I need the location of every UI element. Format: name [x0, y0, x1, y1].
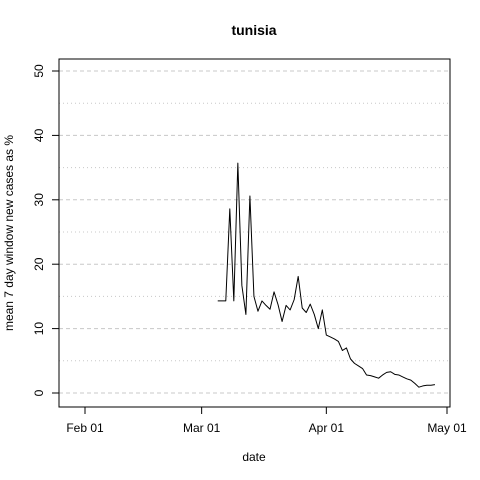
data-point — [398, 374, 399, 375]
x-tick-label: Apr 01 — [309, 421, 345, 435]
data-point — [350, 358, 351, 359]
data-point — [414, 383, 415, 384]
grid-lines — [59, 70, 450, 394]
data-point — [257, 311, 258, 312]
data-point — [286, 305, 287, 306]
data-point — [326, 334, 327, 335]
x-axis: Feb 01 Mar 01 Apr 01 May 01 — [66, 406, 467, 435]
y-tick-label: 30 — [32, 193, 46, 207]
y-tick-label: 50 — [32, 64, 46, 78]
data-point — [358, 365, 359, 366]
data-point — [294, 299, 295, 300]
y-tick-label: 0 — [32, 389, 46, 396]
data-point — [302, 307, 303, 308]
data-point — [334, 338, 335, 339]
data-point — [434, 384, 435, 385]
data-point — [221, 300, 222, 301]
data-point — [378, 378, 379, 379]
data-point — [346, 347, 347, 348]
data-point — [366, 374, 367, 375]
data-point — [370, 375, 371, 376]
data-point — [237, 162, 238, 163]
series-line — [217, 162, 436, 388]
data-point — [382, 374, 383, 375]
data-point — [269, 309, 270, 310]
y-tick-label: 10 — [32, 322, 46, 336]
data-point — [354, 363, 355, 364]
data-point — [290, 309, 291, 310]
data-point — [402, 376, 403, 377]
data-point — [422, 385, 423, 386]
data-point — [217, 300, 218, 301]
chart-title: tunisia — [231, 22, 276, 38]
data-point — [430, 385, 431, 386]
data-point — [265, 305, 266, 306]
y-axis-label: mean 7 day window new cases as % — [2, 135, 16, 331]
data-point — [277, 304, 278, 305]
data-point — [394, 374, 395, 375]
data-point — [245, 314, 246, 315]
data-point — [306, 312, 307, 313]
data-point — [322, 309, 323, 310]
data-point — [418, 387, 419, 388]
data-point — [374, 376, 375, 377]
data-point — [225, 300, 226, 301]
data-point — [298, 276, 299, 277]
data-point — [330, 336, 331, 337]
x-tick-label: Feb 01 — [66, 421, 104, 435]
y-axis: 0 10 20 30 40 50 — [32, 64, 60, 396]
data-point — [362, 368, 363, 369]
y-tick-label: 20 — [32, 257, 46, 271]
series-group — [217, 162, 436, 388]
x-tick-label: May 01 — [427, 421, 467, 435]
data-point — [310, 304, 311, 305]
data-point — [406, 378, 407, 379]
data-point — [253, 296, 254, 297]
data-point — [318, 328, 319, 329]
data-point — [342, 350, 343, 351]
data-point — [410, 380, 411, 381]
data-point — [273, 291, 274, 292]
data-point — [249, 195, 250, 196]
y-tick-label: 40 — [32, 128, 46, 142]
data-point — [314, 314, 315, 315]
data-point — [338, 341, 339, 342]
data-point — [261, 300, 262, 301]
data-point — [390, 371, 391, 372]
data-point — [386, 372, 387, 373]
data-point — [281, 321, 282, 322]
x-axis-label: date — [242, 450, 266, 464]
data-point — [233, 300, 234, 301]
x-tick-label: Mar 01 — [183, 421, 221, 435]
data-point — [426, 385, 427, 386]
data-point — [229, 208, 230, 209]
data-point — [241, 285, 242, 286]
